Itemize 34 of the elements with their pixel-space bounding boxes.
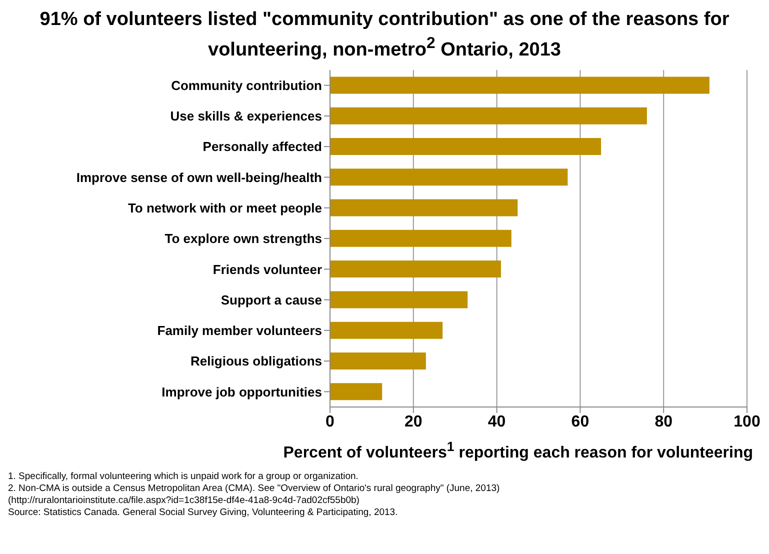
- bar: [330, 200, 518, 217]
- text: (http://ruralontarioinstitute.ca/file.aspx?id=1c38f15e-df4e-41a8-9c4d-7ad02cf55b0b): [8, 494, 360, 507]
- y-tick-label: Community contribution: [171, 78, 322, 94]
- y-tick-label: Religious obligations: [190, 354, 322, 369]
- y-tick-label: Family member volunteers: [157, 323, 322, 338]
- bar: [330, 292, 468, 309]
- text: 1. Specifically, formal volunteering which is unpaid work for a group or organization.: [8, 470, 360, 483]
- y-tick-label: To explore own strengths: [164, 231, 322, 246]
- x-tick-label: 20: [404, 414, 422, 431]
- bar: [330, 108, 647, 125]
- bar: [330, 230, 512, 248]
- bar: [330, 77, 710, 94]
- bar: [330, 138, 602, 156]
- text: 2. Non-CMA is outside a Census Metropolitan Area (CMA). See "Overview of Ontario's rural geography" (June, 2013): [8, 482, 501, 495]
- y-tick-label: Improve sense of own well-being/health: [76, 170, 322, 186]
- x-axis-title: Percent of volunteers$^{1}$ reporting each reason for volunteering: [282, 439, 754, 463]
- bar: [330, 383, 382, 400]
- x-tick-label: 0: [326, 414, 335, 431]
- bar: [330, 168, 568, 186]
- y-tick-label: Personally affected: [202, 140, 322, 155]
- bar: [330, 352, 426, 370]
- x-tick-label: 100: [734, 414, 760, 431]
- source-note: Source: Statistics Canada. General Social Survey Giving, Volunteering & Participating, 2013.: [8, 506, 399, 519]
- y-tick-label: Improve job opportunities: [162, 384, 322, 400]
- bar: [330, 260, 501, 278]
- y-tick-label: Friends volunteer: [212, 262, 322, 278]
- y-tick-label: Use skills & experiences: [170, 108, 322, 124]
- chart-title: 91% of volunteers listed "community contribution" as one of the reasons for volunteering, non-metro$^{2}$ Ontario, 2013: [38, 8, 730, 62]
- x-tick-label: 60: [571, 414, 590, 431]
- y-tick-label: Support a cause: [220, 292, 322, 308]
- y-tick-label: To network with or meet people: [128, 200, 322, 216]
- bar: [330, 322, 443, 340]
- x-tick-label: 40: [488, 414, 506, 431]
- x-tick-label: 80: [654, 414, 673, 431]
